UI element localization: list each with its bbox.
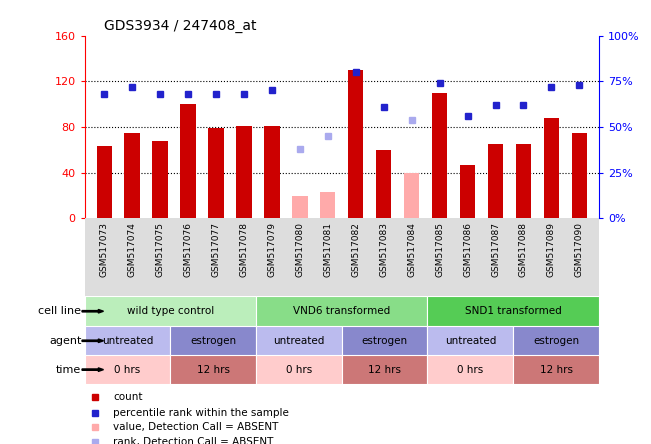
Bar: [432, 93, 447, 218]
Bar: [513, 326, 599, 355]
Bar: [320, 192, 335, 218]
Bar: [236, 126, 252, 218]
Text: GSM517075: GSM517075: [156, 222, 165, 278]
Bar: [342, 355, 428, 384]
Text: GSM517082: GSM517082: [352, 222, 360, 277]
Text: 12 hrs: 12 hrs: [197, 365, 230, 375]
Bar: [342, 326, 428, 355]
Text: GSM517077: GSM517077: [212, 222, 221, 278]
Text: GSM517088: GSM517088: [519, 222, 528, 278]
Bar: [428, 296, 599, 326]
Bar: [96, 147, 112, 218]
Text: estrogen: estrogen: [190, 336, 236, 346]
Text: GSM517084: GSM517084: [407, 222, 416, 277]
Text: VND6 transformed: VND6 transformed: [293, 306, 391, 316]
Text: GSM517089: GSM517089: [547, 222, 556, 278]
Bar: [85, 296, 256, 326]
Text: GSM517078: GSM517078: [240, 222, 249, 278]
Text: untreated: untreated: [102, 336, 153, 346]
Text: time: time: [56, 365, 81, 375]
Text: GSM517087: GSM517087: [491, 222, 500, 278]
Bar: [171, 355, 256, 384]
Bar: [180, 104, 196, 218]
Text: 0 hrs: 0 hrs: [286, 365, 312, 375]
Text: GSM517080: GSM517080: [296, 222, 305, 278]
Bar: [460, 165, 475, 218]
Bar: [256, 355, 342, 384]
Text: GSM517083: GSM517083: [379, 222, 388, 278]
Text: cell line: cell line: [38, 306, 81, 316]
Bar: [404, 173, 419, 218]
Text: GSM517090: GSM517090: [575, 222, 584, 278]
Bar: [208, 128, 224, 218]
Bar: [428, 355, 513, 384]
Text: percentile rank within the sample: percentile rank within the sample: [113, 408, 289, 418]
Text: untreated: untreated: [273, 336, 325, 346]
Text: GSM517081: GSM517081: [324, 222, 332, 278]
Text: wild type control: wild type control: [127, 306, 214, 316]
Bar: [256, 326, 342, 355]
Text: untreated: untreated: [445, 336, 496, 346]
Text: GSM517086: GSM517086: [463, 222, 472, 278]
Bar: [428, 326, 513, 355]
Bar: [264, 126, 279, 218]
Text: estrogen: estrogen: [533, 336, 579, 346]
Text: agent: agent: [49, 336, 81, 346]
Bar: [544, 118, 559, 218]
Bar: [85, 355, 171, 384]
Bar: [488, 144, 503, 218]
Text: 12 hrs: 12 hrs: [368, 365, 401, 375]
Bar: [376, 150, 391, 218]
Text: 0 hrs: 0 hrs: [115, 365, 141, 375]
Bar: [85, 326, 171, 355]
Text: value, Detection Call = ABSENT: value, Detection Call = ABSENT: [113, 422, 278, 432]
Text: SND1 transformed: SND1 transformed: [465, 306, 562, 316]
Text: GSM517085: GSM517085: [435, 222, 444, 278]
Bar: [124, 133, 140, 218]
Text: estrogen: estrogen: [361, 336, 408, 346]
Bar: [572, 133, 587, 218]
Bar: [256, 296, 428, 326]
Text: GDS3934 / 247408_at: GDS3934 / 247408_at: [104, 19, 256, 33]
Bar: [292, 196, 307, 218]
Bar: [516, 144, 531, 218]
Text: GSM517079: GSM517079: [268, 222, 277, 278]
Text: GSM517076: GSM517076: [184, 222, 193, 278]
Bar: [171, 326, 256, 355]
Text: count: count: [113, 392, 143, 402]
Text: 0 hrs: 0 hrs: [457, 365, 484, 375]
Text: 12 hrs: 12 hrs: [540, 365, 573, 375]
Bar: [513, 355, 599, 384]
Text: rank, Detection Call = ABSENT: rank, Detection Call = ABSENT: [113, 436, 273, 444]
Bar: [152, 141, 168, 218]
Text: GSM517073: GSM517073: [100, 222, 109, 278]
Bar: [348, 70, 363, 218]
Text: GSM517074: GSM517074: [128, 222, 137, 277]
